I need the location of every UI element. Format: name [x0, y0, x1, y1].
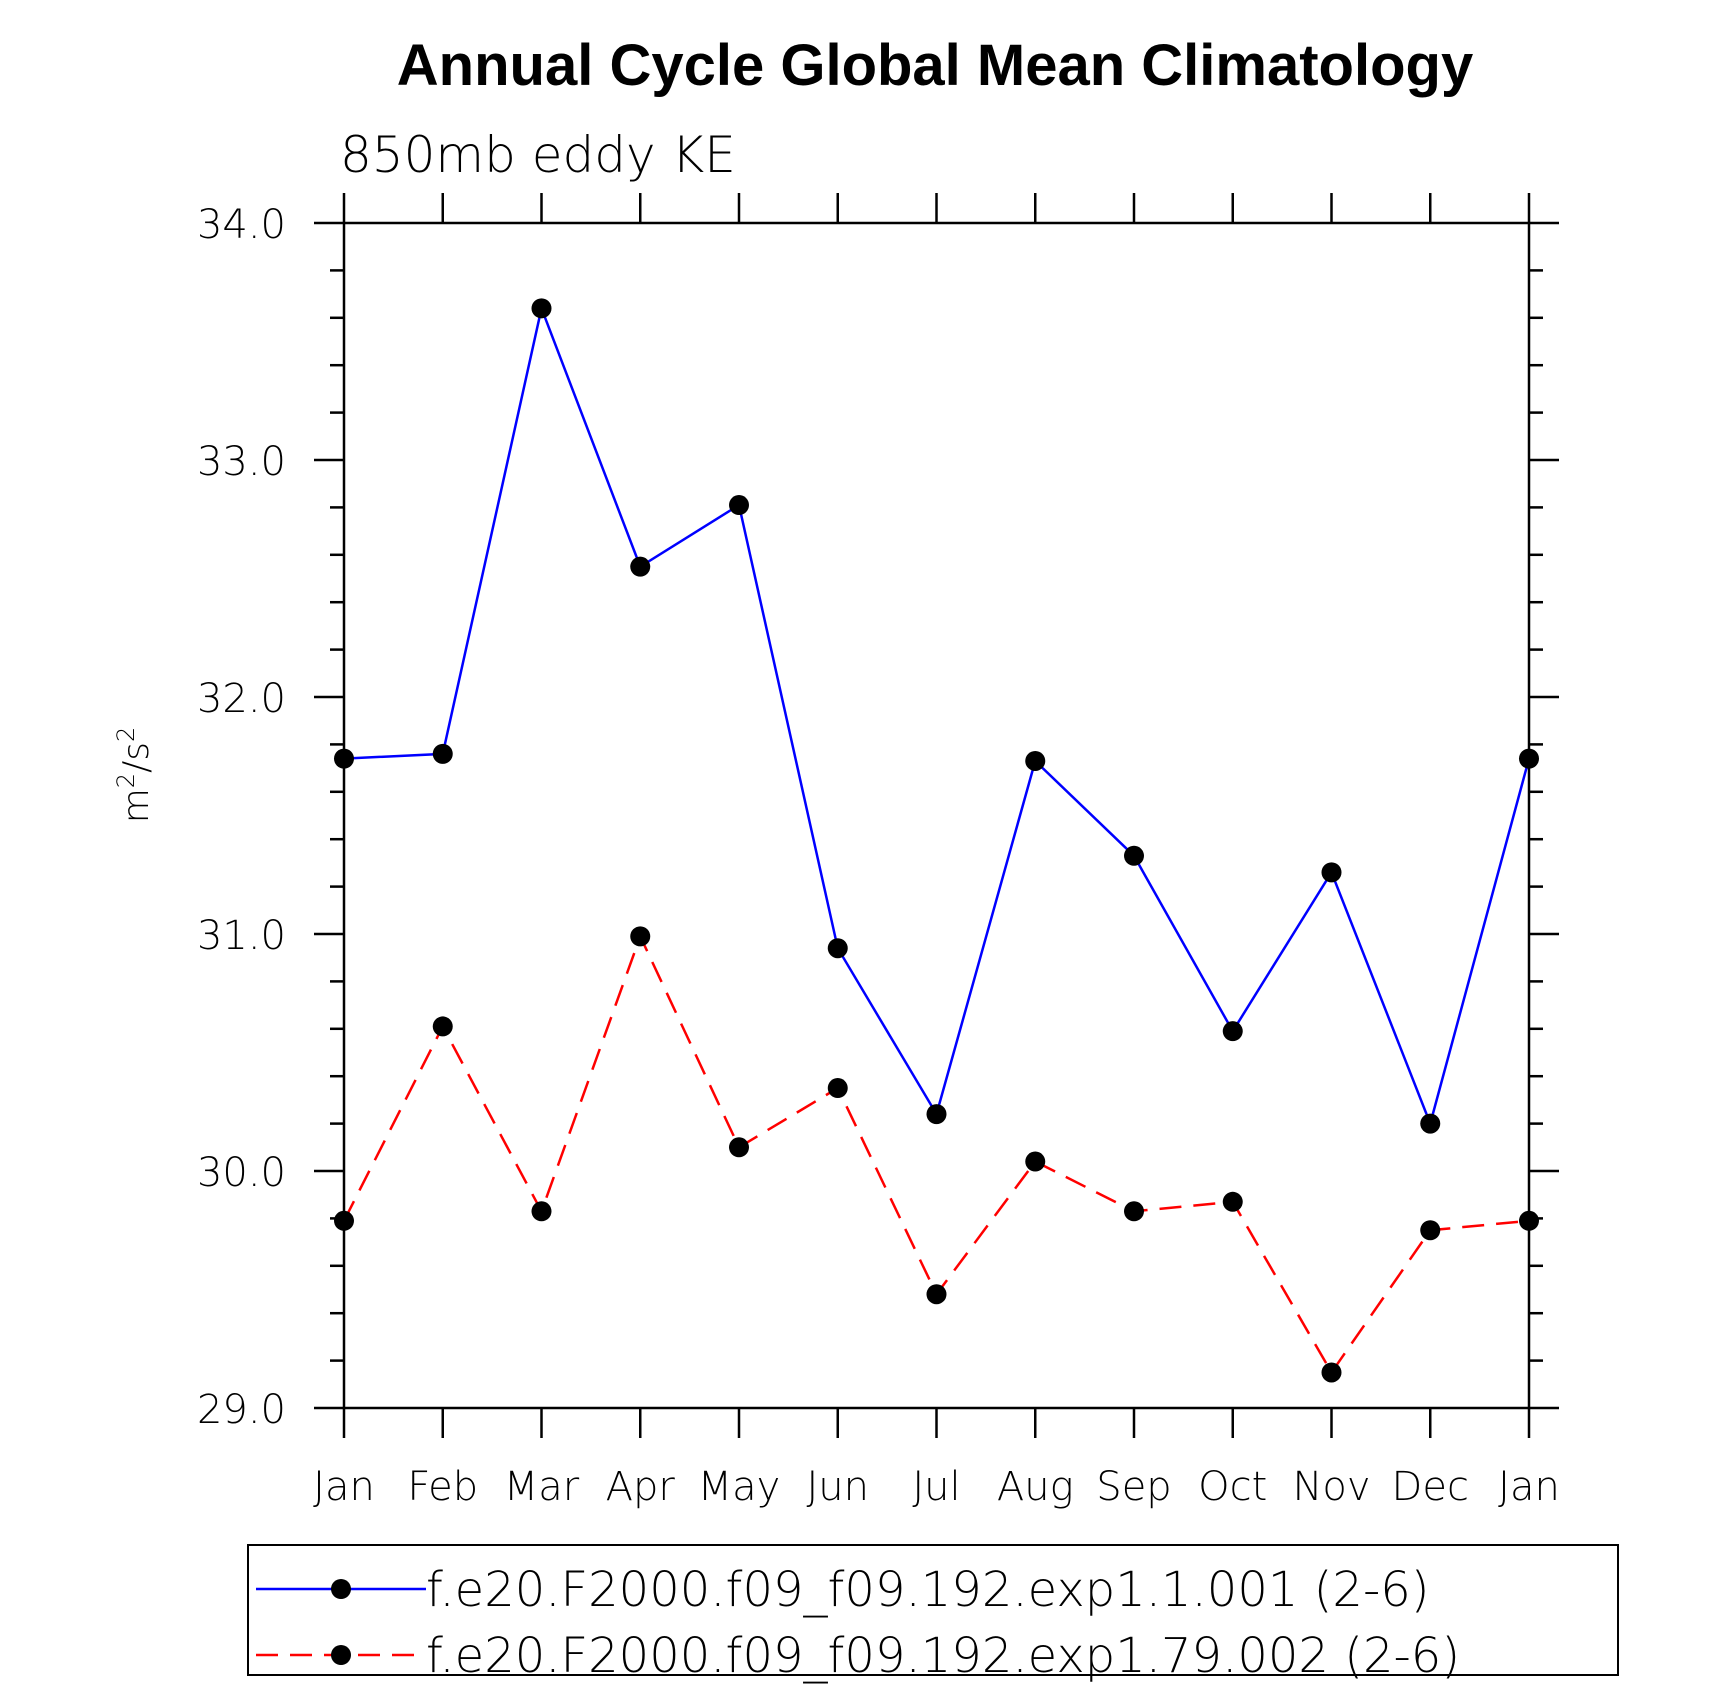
- chart-subtitle: 850mb eddy KE: [340, 126, 736, 184]
- x-tick-label: Jan: [313, 1464, 375, 1510]
- x-tick-label: May: [698, 1464, 781, 1510]
- x-tick-label: Feb: [407, 1464, 478, 1510]
- x-tick-label: Apr: [606, 1464, 676, 1510]
- legend-label-2: f.e20.F2000.f09_f09.192.exp1.79.002 (2-6…: [426, 1628, 1460, 1684]
- data-point: [926, 1284, 947, 1305]
- y-axis-label: m2/s2: [112, 727, 157, 824]
- data-point: [630, 556, 651, 577]
- data-point: [334, 1210, 354, 1231]
- legend-marker: [331, 1579, 351, 1599]
- x-tick-label: Jul: [912, 1464, 960, 1510]
- data-point: [827, 1078, 848, 1099]
- legend-marker: [331, 1645, 351, 1665]
- y-tick-label: 33.0: [197, 439, 286, 485]
- data-point: [1124, 1201, 1144, 1222]
- y-tick-label: 29.0: [197, 1387, 286, 1433]
- data-point: [729, 495, 749, 516]
- data-point: [1321, 1362, 1342, 1383]
- data-point: [1222, 1191, 1243, 1212]
- data-point: [1420, 1113, 1441, 1134]
- x-tick-label: Aug: [997, 1464, 1074, 1510]
- data-point: [1519, 748, 1539, 769]
- x-tick-label: Dec: [1392, 1464, 1469, 1510]
- y-tick-label: 34.0: [197, 202, 286, 248]
- data-point: [1321, 862, 1342, 883]
- data-point: [630, 926, 651, 947]
- data-point: [531, 1201, 552, 1222]
- data-point: [432, 1016, 453, 1037]
- y-tick-label: 32.0: [197, 676, 286, 722]
- data-point: [1519, 1210, 1539, 1231]
- series-line-1: [343, 303, 1531, 1128]
- data-point: [729, 1137, 749, 1158]
- series-layer: [334, 298, 1539, 1383]
- data-point: [432, 743, 453, 764]
- axes: 29.0 30.0 31.0 32.0 33.0 34.0 Jan Feb Mar Apr May J…: [197, 193, 1560, 1510]
- x-tick-label: Mar: [504, 1464, 580, 1510]
- data-point: [531, 298, 552, 319]
- data-point: [1222, 1021, 1243, 1042]
- data-point: [827, 938, 848, 959]
- y-tick-label: 30.0: [197, 1150, 286, 1196]
- data-point: [1420, 1220, 1441, 1241]
- legend-label-1: f.e20.F2000.f09_f09.192.exp1.1.001 (2-6): [426, 1562, 1430, 1618]
- x-tick-label: Nov: [1292, 1464, 1370, 1510]
- legend-box: [247, 1544, 1619, 1676]
- data-point: [1025, 1151, 1046, 1172]
- series-line-2: [342, 933, 1530, 1375]
- data-point: [926, 1104, 947, 1125]
- x-tick-label: Jun: [807, 1464, 870, 1510]
- legend: f.e20.F2000.f09_f09.192.exp1.1.001 (2-6)…: [247, 1544, 1619, 1684]
- chart-title: Annual Cycle Global Mean Climatology: [397, 33, 1473, 98]
- x-tick-label: Oct: [1198, 1464, 1267, 1510]
- data-point: [334, 748, 354, 769]
- x-tick-label: Sep: [1096, 1464, 1171, 1510]
- data-point: [1124, 845, 1144, 866]
- x-tick-label: Jan: [1498, 1464, 1560, 1510]
- y-tick-label: 31.0: [197, 913, 286, 959]
- data-point: [1025, 750, 1046, 771]
